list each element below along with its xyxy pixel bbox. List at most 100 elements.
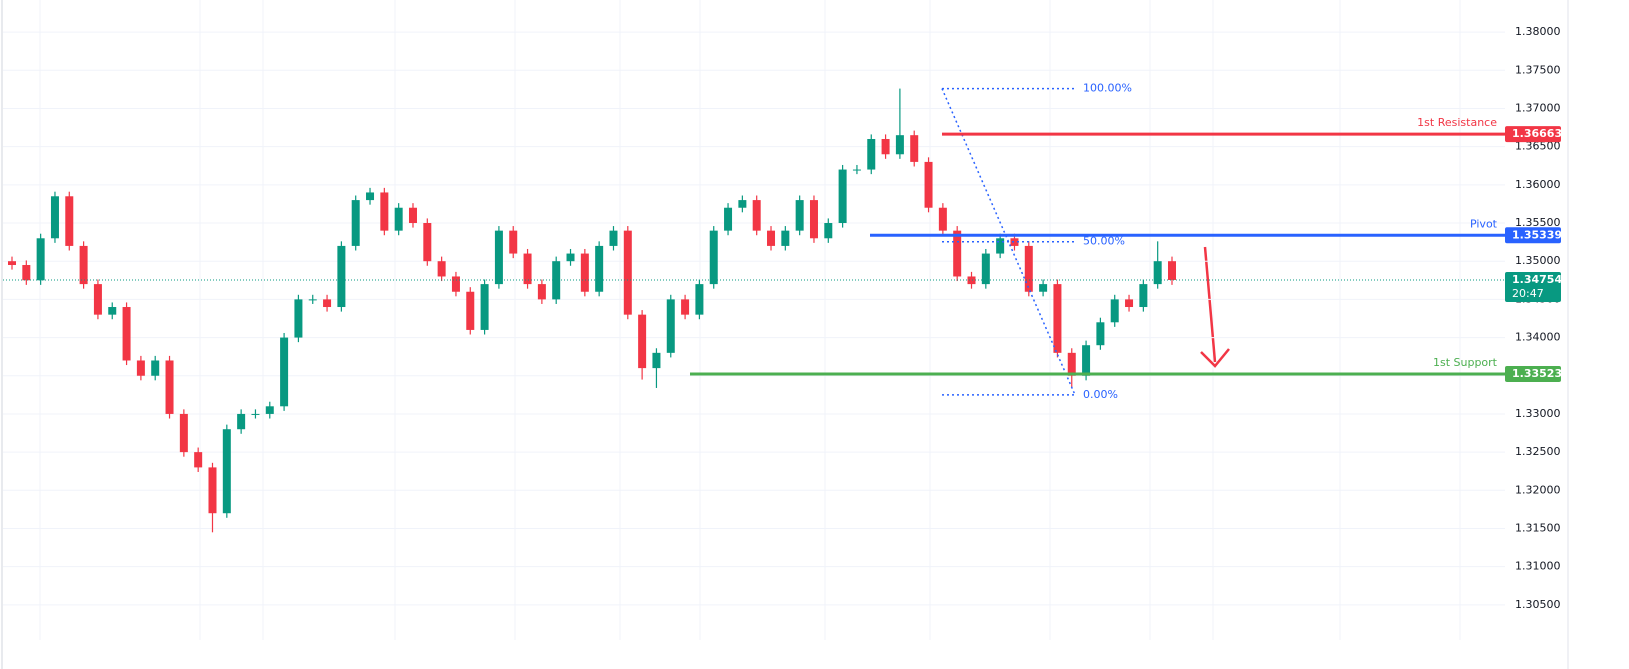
candle-body (881, 138, 890, 155)
candle-body (265, 406, 274, 414)
candle-body (537, 284, 546, 300)
candle-body (136, 360, 145, 376)
y-tick-label: 1.32500 (1515, 445, 1561, 458)
candle-body (509, 230, 518, 254)
candle-body (122, 307, 131, 361)
candle-body (580, 253, 589, 292)
level-price: 1.33523 (1512, 367, 1562, 380)
candle-body (595, 245, 604, 292)
candle-body (1024, 245, 1033, 292)
candle-body (494, 230, 503, 285)
y-tick-label: 1.36500 (1515, 140, 1561, 153)
y-tick-label: 1.35000 (1515, 254, 1561, 267)
candle-body (366, 192, 375, 201)
candle-body (1096, 322, 1105, 346)
y-tick-label: 1.34000 (1515, 331, 1561, 344)
fib-label: 0.00% (1083, 388, 1118, 401)
candle-body (752, 200, 761, 231)
candle-body (251, 413, 260, 415)
candle-body (623, 230, 632, 315)
candle-body (724, 207, 733, 231)
candle-body (809, 200, 818, 239)
candle-body (151, 360, 160, 376)
candle-body (93, 284, 102, 315)
candle-body (50, 196, 59, 239)
candle-body (795, 200, 804, 231)
candle-body (79, 245, 88, 285)
candle-body (738, 200, 747, 208)
candle-body (767, 230, 776, 246)
candle-body (1010, 238, 1019, 246)
candle-body (408, 207, 417, 224)
candle-body (480, 284, 489, 330)
y-tick-label: 1.32000 (1515, 483, 1561, 496)
candle-body (108, 307, 117, 315)
y-tick-label: 1.33000 (1515, 407, 1561, 420)
candle-body (681, 299, 690, 315)
last-price-box (1505, 271, 1561, 302)
level-price-box (1505, 227, 1561, 244)
level-name: 1st Support (1433, 356, 1498, 369)
candle-body (566, 253, 575, 262)
y-tick-label: 1.37000 (1515, 101, 1561, 114)
candle-body (895, 135, 904, 155)
level-price: 1.36663 (1512, 127, 1562, 140)
candle-body (222, 429, 231, 514)
candle-body (552, 261, 561, 300)
candle-body (781, 230, 790, 246)
y-tick-label: 1.35500 (1515, 216, 1561, 229)
candle-body (280, 337, 289, 407)
level-price-box (1505, 126, 1561, 143)
candle-body (466, 291, 475, 330)
candle-body (323, 299, 332, 308)
level-price-box (1505, 365, 1561, 382)
y-tick-label: 1.31000 (1515, 560, 1561, 573)
candle-body (910, 135, 919, 162)
candle-body (953, 230, 962, 277)
countdown-label: 20:47 (1512, 287, 1544, 300)
candle-body (981, 253, 990, 285)
candle-body (394, 207, 403, 231)
candle-body (65, 196, 74, 246)
last-price-label: 1.34754 (1512, 273, 1562, 286)
fib-label: 100.00% (1083, 82, 1132, 95)
y-tick-label: 1.30500 (1515, 598, 1561, 611)
candle-body (165, 360, 174, 414)
candle-body (852, 169, 861, 171)
vertical-grid (39, 0, 1461, 640)
candle-body (423, 223, 432, 262)
candle-body (523, 253, 532, 285)
candle-body (351, 200, 360, 246)
candle-body (36, 238, 45, 281)
candle-body (967, 276, 976, 285)
fib-label: 50.00% (1083, 235, 1125, 248)
candle-body (179, 413, 188, 453)
candle-body (194, 452, 203, 468)
arrow-annotation (1200, 246, 1230, 368)
candle-body (337, 245, 346, 308)
fib-trend (941, 88, 1076, 396)
candle-body (652, 352, 661, 369)
candle-body (838, 169, 847, 224)
candle-body (996, 238, 1005, 254)
candle-body (924, 161, 933, 208)
candle-body (1053, 284, 1062, 353)
candle-body (1139, 284, 1148, 308)
candle-body (695, 284, 704, 315)
candle-body (638, 314, 647, 369)
level-name: Pivot (1470, 217, 1498, 230)
candle-body (666, 299, 675, 353)
candle-body (1168, 261, 1176, 280)
level-name: 1st Resistance (1417, 116, 1497, 129)
candle-body (308, 299, 317, 301)
candle-body (709, 230, 718, 285)
candle-body (867, 138, 876, 170)
candle-body (1110, 299, 1119, 323)
candle-body (208, 467, 217, 514)
y-tick-label: 1.31500 (1515, 521, 1561, 534)
candle-body (1039, 284, 1048, 292)
y-tick-label: 1.37500 (1515, 63, 1561, 76)
candle-body (609, 230, 618, 246)
candle-body (824, 223, 833, 239)
